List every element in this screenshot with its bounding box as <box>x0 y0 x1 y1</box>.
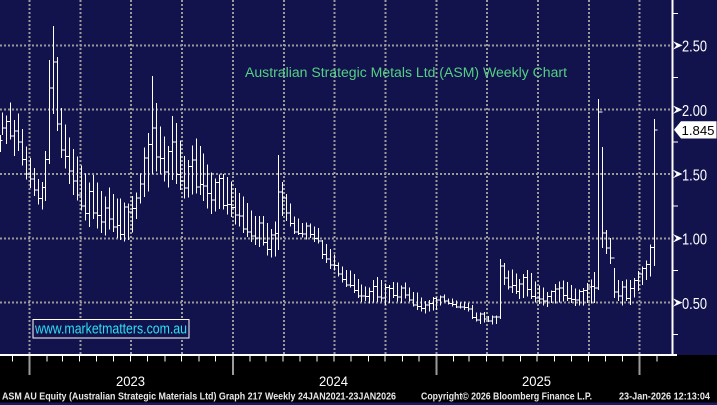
svg-text:1.50: 1.50 <box>682 167 707 184</box>
svg-text:1.00: 1.00 <box>682 232 707 249</box>
svg-text:23-Jan-2026 12:13:04: 23-Jan-2026 12:13:04 <box>619 391 710 403</box>
svg-text:2023: 2023 <box>116 373 145 389</box>
svg-text:2.00: 2.00 <box>682 103 707 120</box>
svg-text:2.50: 2.50 <box>682 39 707 56</box>
svg-text:0.50: 0.50 <box>682 296 707 313</box>
svg-text:Copyright© 2026 Bloomberg Fina: Copyright© 2026 Bloomberg Finance L.P. <box>421 391 592 403</box>
svg-text:ASM AU Equity (Australian Stra: ASM AU Equity (Australian Strategic Mate… <box>2 391 396 403</box>
svg-text:1.845: 1.845 <box>682 123 715 138</box>
svg-text:www.marketmatters.com.au: www.marketmatters.com.au <box>34 322 187 338</box>
svg-text:2025: 2025 <box>522 373 551 389</box>
svg-text:2024: 2024 <box>319 373 348 389</box>
svg-text:Australian Strategic Metals Lt: Australian Strategic Metals Ltd (ASM) We… <box>245 65 567 80</box>
